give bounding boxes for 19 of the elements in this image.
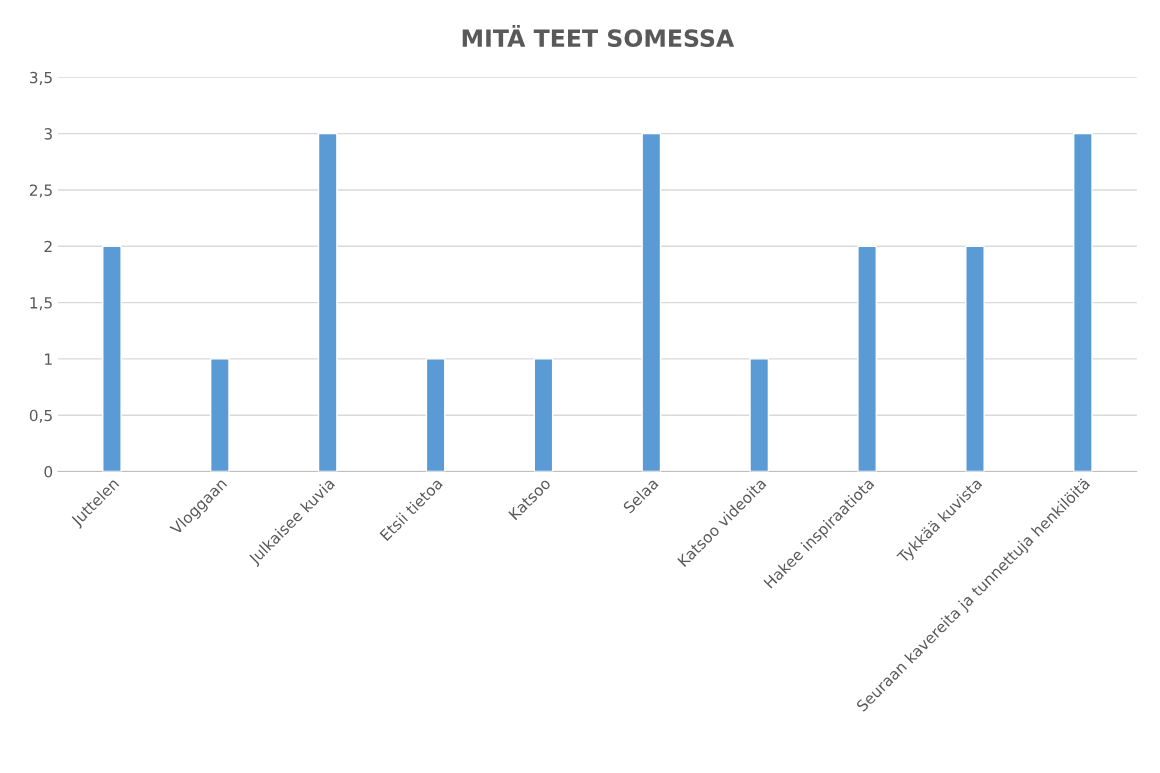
bar xyxy=(209,358,230,472)
bar xyxy=(965,245,985,472)
y-tick-label: 3,5 xyxy=(30,71,52,85)
bar xyxy=(1072,132,1093,472)
y-tick-label: 0 xyxy=(44,466,53,478)
y-tick-label: 3 xyxy=(44,128,52,140)
y-tick-label: 2 xyxy=(44,240,52,253)
bar xyxy=(641,132,662,472)
y-tick-label: 1,5 xyxy=(30,297,52,311)
chart-title: MITÄ TEET SOMESSA xyxy=(462,24,735,48)
bar xyxy=(317,132,338,472)
bar xyxy=(102,245,122,472)
y-tick-label: 2,5 xyxy=(29,184,52,198)
bar xyxy=(857,245,877,472)
bar xyxy=(425,358,446,472)
bar xyxy=(749,358,770,472)
y-tick-label: 0,5 xyxy=(29,409,52,423)
y-tick-label: 1 xyxy=(45,353,52,365)
bar xyxy=(533,358,554,472)
